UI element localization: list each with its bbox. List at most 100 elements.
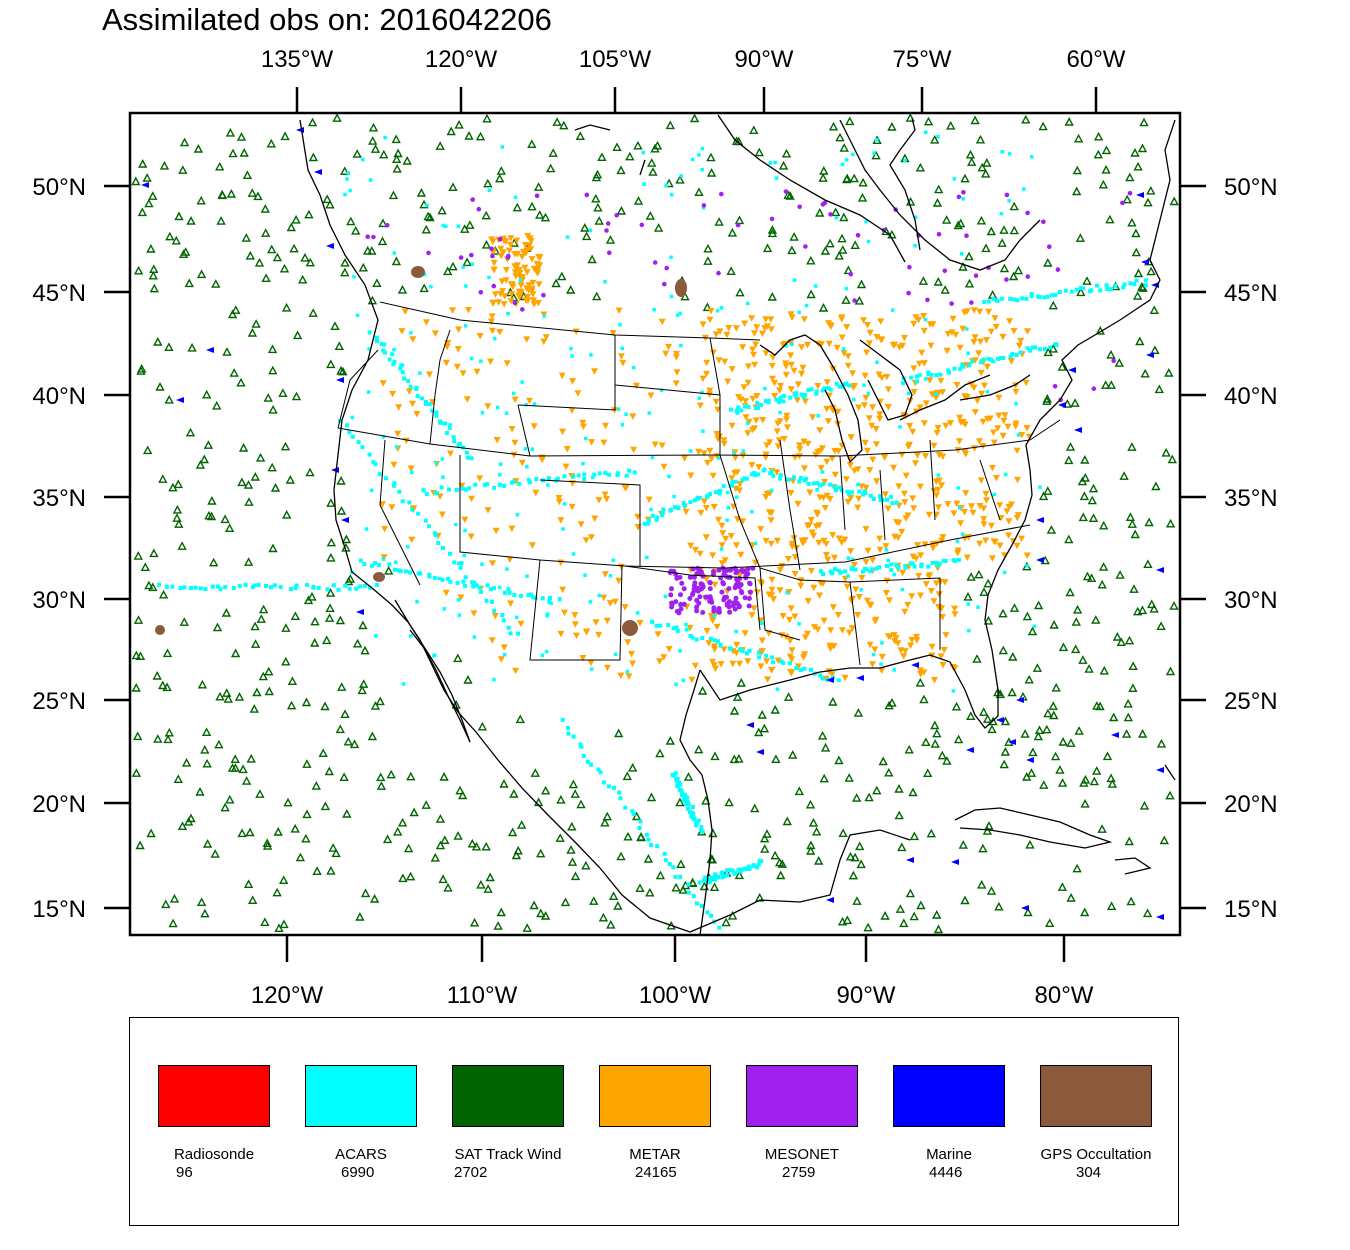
acars-point bbox=[1008, 297, 1013, 301]
sat-track-wind-point bbox=[1082, 571, 1093, 581]
marine-point bbox=[296, 127, 304, 133]
acars-point bbox=[1008, 354, 1013, 359]
acars-point bbox=[444, 431, 449, 435]
metar-point bbox=[511, 251, 519, 258]
metar-point bbox=[811, 624, 818, 631]
acars-point bbox=[485, 583, 490, 588]
metar-point bbox=[561, 609, 568, 617]
acars-point bbox=[642, 182, 646, 186]
sat-track-wind-point bbox=[162, 648, 173, 658]
marine-point bbox=[951, 859, 959, 865]
sat-track-wind-point bbox=[858, 177, 868, 187]
metar-point bbox=[742, 414, 750, 421]
sat-track-wind-point bbox=[967, 157, 977, 166]
acars-point bbox=[669, 294, 674, 299]
metar-point bbox=[582, 537, 590, 544]
sat-track-wind-point bbox=[168, 918, 178, 928]
sat-track-wind-point bbox=[292, 330, 303, 340]
metar-point bbox=[939, 389, 947, 396]
acars-point bbox=[934, 560, 939, 565]
acars-point bbox=[390, 352, 395, 357]
acars-point bbox=[956, 486, 961, 490]
metar-point bbox=[516, 267, 523, 274]
acars-point bbox=[700, 168, 704, 172]
sat-track-wind-point bbox=[930, 134, 940, 144]
acars-point bbox=[546, 483, 550, 487]
acars-point bbox=[350, 415, 355, 420]
metar-point bbox=[787, 605, 795, 612]
metar-point bbox=[530, 265, 538, 273]
metar-point bbox=[507, 600, 515, 607]
sat-track-wind-point bbox=[187, 342, 197, 352]
sat-track-wind-point bbox=[171, 235, 181, 245]
metar-point bbox=[794, 381, 802, 388]
metar-point bbox=[807, 516, 815, 524]
acars-point bbox=[391, 362, 396, 367]
acars-point bbox=[681, 678, 686, 683]
metar-point bbox=[930, 598, 938, 605]
metar-point bbox=[841, 674, 849, 682]
metar-point bbox=[1005, 532, 1012, 539]
sat-track-wind-point bbox=[895, 904, 906, 913]
sat-track-wind-point bbox=[481, 210, 491, 220]
acars-point bbox=[407, 570, 412, 575]
acars-point bbox=[433, 533, 438, 538]
metar-point bbox=[845, 629, 853, 637]
sat-track-wind-point bbox=[560, 897, 571, 907]
acars-point bbox=[438, 420, 443, 425]
sat-track-wind-point bbox=[721, 917, 731, 927]
mesonet-point bbox=[732, 606, 738, 612]
acars-point bbox=[500, 145, 505, 149]
acars-point bbox=[487, 275, 491, 280]
metar-point bbox=[798, 344, 805, 351]
metar-point bbox=[978, 390, 986, 398]
mesonet-point bbox=[669, 586, 674, 592]
acars-point bbox=[673, 771, 678, 776]
sat-track-wind-point bbox=[963, 591, 973, 601]
acars-point bbox=[735, 495, 739, 499]
acars-point bbox=[890, 501, 895, 506]
metar-point bbox=[712, 331, 720, 338]
metar-point bbox=[863, 597, 871, 605]
sat-track-wind-point bbox=[377, 236, 388, 246]
sat-track-wind-point bbox=[1125, 172, 1135, 182]
sat-track-wind-point bbox=[1022, 611, 1033, 621]
acars-point bbox=[913, 215, 918, 219]
sat-track-wind-point bbox=[841, 295, 851, 304]
acars-point bbox=[839, 384, 844, 389]
metar-point bbox=[876, 535, 884, 543]
sat-track-wind-point bbox=[1007, 687, 1017, 697]
sat-track-wind-point bbox=[511, 850, 522, 860]
metar-point bbox=[732, 542, 740, 549]
sat-track-wind-point bbox=[820, 742, 831, 752]
metar-point bbox=[884, 505, 892, 513]
sat-track-wind-point bbox=[403, 843, 414, 853]
acars-point bbox=[570, 354, 574, 358]
sat-track-wind-point bbox=[643, 854, 654, 863]
metar-point bbox=[869, 456, 877, 464]
acars-point bbox=[847, 491, 852, 496]
metar-point bbox=[935, 452, 943, 459]
sat-track-wind-point bbox=[559, 120, 569, 130]
acars-point bbox=[715, 639, 720, 644]
acars-point bbox=[744, 476, 749, 481]
metar-point bbox=[601, 491, 609, 498]
acars-point bbox=[774, 176, 779, 180]
acars-point bbox=[770, 655, 775, 660]
bottom-lon-label: 80°W bbox=[1035, 982, 1094, 1009]
acars-point bbox=[1053, 292, 1058, 297]
acars-point bbox=[500, 613, 505, 617]
coastline bbox=[954, 807, 1113, 849]
sat-track-wind-point bbox=[280, 131, 290, 141]
acars-point bbox=[451, 435, 456, 440]
acars-point bbox=[686, 890, 691, 895]
sat-track-wind-point bbox=[1039, 780, 1049, 789]
sat-track-wind-point bbox=[754, 147, 764, 157]
metar-point bbox=[660, 654, 668, 661]
acars-point bbox=[495, 405, 500, 410]
acars-point bbox=[820, 470, 825, 474]
sat-track-wind-point bbox=[248, 895, 258, 904]
metar-point bbox=[918, 349, 926, 357]
sat-track-wind-point bbox=[982, 158, 992, 167]
metar-point bbox=[898, 342, 906, 350]
